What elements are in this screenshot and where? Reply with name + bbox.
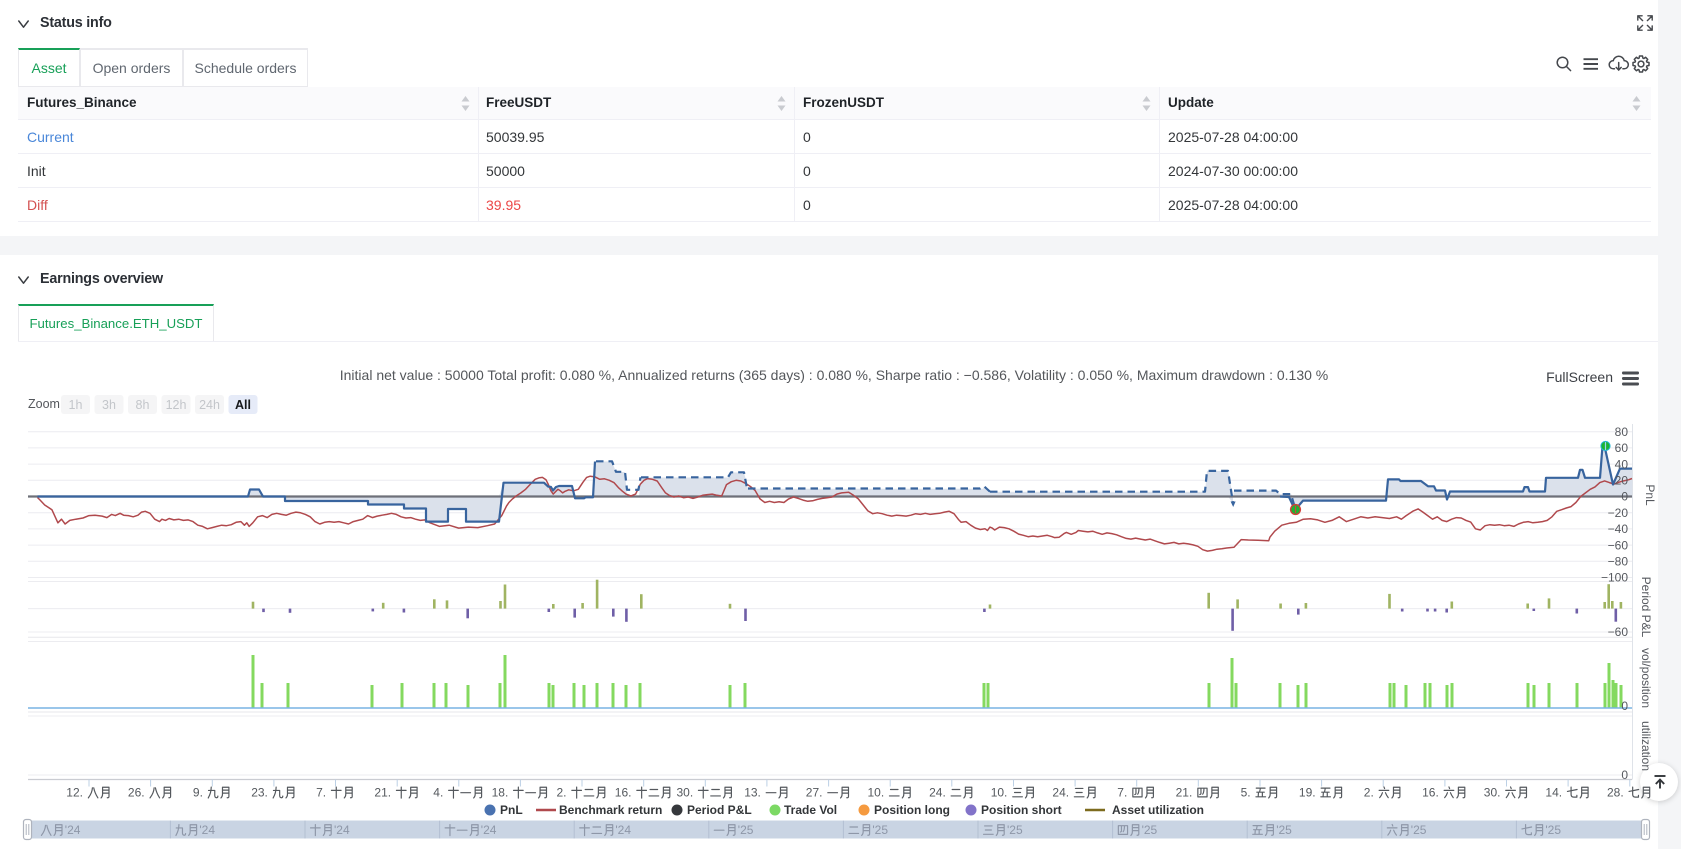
svg-text:Zoom: Zoom — [28, 397, 60, 411]
svg-text:All: All — [235, 398, 251, 412]
svg-text:'24: '24 — [615, 823, 631, 837]
svg-text:0: 0 — [1621, 490, 1628, 504]
svg-text:Position short: Position short — [981, 803, 1062, 817]
svg-text:'24: '24 — [334, 823, 350, 837]
svg-text:4.: 4. — [433, 786, 443, 800]
svg-text:vol/position: vol/position — [1639, 648, 1653, 708]
svg-text:30.: 30. — [677, 786, 694, 800]
svg-text:'24: '24 — [65, 823, 81, 837]
svg-text:'25: '25 — [1545, 823, 1561, 837]
svg-text:40: 40 — [1615, 457, 1629, 471]
svg-text:18.: 18. — [492, 786, 509, 800]
svg-text:26.: 26. — [128, 786, 145, 800]
svg-text:'24: '24 — [199, 823, 215, 837]
svg-text:13.: 13. — [744, 786, 761, 800]
svg-text:24.: 24. — [929, 786, 946, 800]
svg-text:0: 0 — [1621, 699, 1628, 713]
svg-text:Position long: Position long — [874, 803, 950, 817]
svg-text:−60: −60 — [1608, 625, 1629, 639]
svg-text:Initial net value : 50000 Tota: Initial net value : 50000 Total profit: … — [340, 367, 1328, 383]
svg-text:19.: 19. — [1299, 786, 1316, 800]
svg-text:60: 60 — [1615, 441, 1629, 455]
svg-text:−20: −20 — [1608, 506, 1629, 520]
svg-text:−40: −40 — [1608, 522, 1629, 536]
svg-text:Benchmark return: Benchmark return — [559, 803, 662, 817]
svg-text:2.: 2. — [557, 786, 567, 800]
svg-text:30.: 30. — [1484, 786, 1501, 800]
svg-text:'24: '24 — [481, 823, 497, 837]
svg-text:21.: 21. — [374, 786, 391, 800]
svg-text:7.: 7. — [316, 786, 326, 800]
svg-text:27.: 27. — [806, 786, 823, 800]
svg-text:80: 80 — [1615, 425, 1629, 439]
svg-text:Period P&L: Period P&L — [1639, 577, 1653, 638]
svg-text:28.: 28. — [1607, 786, 1624, 800]
svg-text:12h: 12h — [166, 398, 187, 412]
svg-text:FullScreen: FullScreen — [1546, 369, 1613, 385]
svg-text:Trade Vol: Trade Vol — [784, 803, 837, 817]
svg-text:'25: '25 — [1142, 823, 1158, 837]
svg-text:10.: 10. — [991, 786, 1008, 800]
svg-text:5.: 5. — [1241, 786, 1251, 800]
svg-text:Period P&L: Period P&L — [687, 803, 752, 817]
svg-text:16.: 16. — [615, 786, 632, 800]
svg-text:−80: −80 — [1608, 555, 1629, 569]
svg-text:1h: 1h — [69, 398, 83, 412]
svg-text:'25: '25 — [1007, 823, 1023, 837]
svg-text:10.: 10. — [868, 786, 885, 800]
svg-text:20: 20 — [1615, 474, 1629, 488]
svg-text:3h: 3h — [102, 398, 116, 412]
svg-text:16.: 16. — [1422, 786, 1439, 800]
svg-text:24.: 24. — [1052, 786, 1069, 800]
svg-text:'25: '25 — [1411, 823, 1427, 837]
svg-text:−60: −60 — [1608, 538, 1629, 552]
svg-text:24h: 24h — [199, 398, 220, 412]
svg-text:8h: 8h — [136, 398, 150, 412]
svg-text:PnL: PnL — [1643, 484, 1657, 506]
svg-text:2.: 2. — [1364, 786, 1374, 800]
svg-text:'25: '25 — [738, 823, 754, 837]
svg-text:−100: −100 — [1601, 571, 1628, 585]
svg-text:'25: '25 — [872, 823, 888, 837]
svg-text:14.: 14. — [1545, 786, 1562, 800]
svg-text:'25: '25 — [1276, 823, 1292, 837]
svg-text:23.: 23. — [251, 786, 268, 800]
svg-text:7.: 7. — [1117, 786, 1127, 800]
svg-text:utilization: utilization — [1639, 721, 1653, 771]
svg-text:0: 0 — [1621, 768, 1628, 782]
svg-text:21.: 21. — [1176, 786, 1193, 800]
svg-text:Asset utilization: Asset utilization — [1112, 803, 1204, 817]
svg-text:12.: 12. — [66, 786, 83, 800]
svg-text:PnL: PnL — [500, 803, 523, 817]
svg-text:9.: 9. — [193, 786, 203, 800]
